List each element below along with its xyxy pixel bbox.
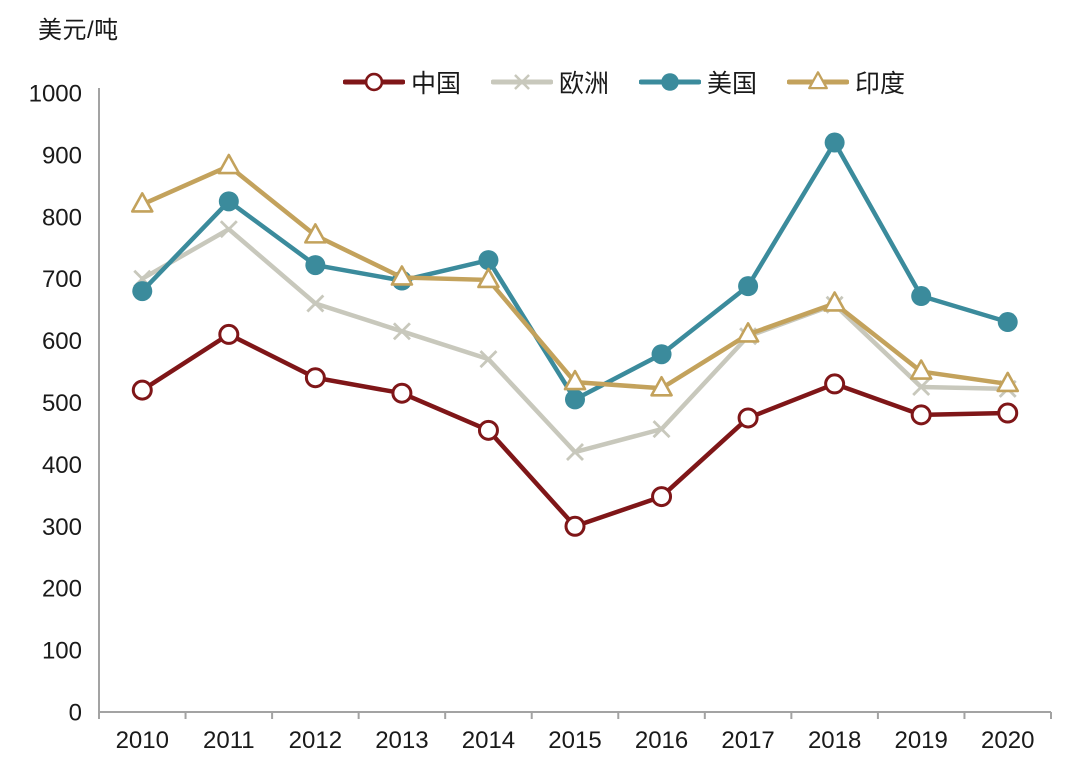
open-triangle-marker-icon xyxy=(563,369,587,391)
series-line-china xyxy=(140,332,1010,529)
legend-swatch-india xyxy=(787,71,850,90)
open-circle-marker-icon xyxy=(364,72,384,92)
filled-circle-marker-icon xyxy=(565,389,585,410)
open-triangle-marker-icon xyxy=(304,223,327,244)
series-line-europe xyxy=(140,226,1010,455)
filled-circle-marker-icon xyxy=(478,250,499,271)
open-triangle-marker-icon xyxy=(808,71,828,90)
y-tick-label: 900 xyxy=(42,142,82,169)
x-marker-icon xyxy=(392,322,411,341)
y-tick-label: 600 xyxy=(42,328,82,355)
x-tick-label: 2017 xyxy=(721,727,774,754)
filled-circle-marker-icon xyxy=(132,281,153,302)
legend-label-us: 美国 xyxy=(707,70,758,98)
x-marker-icon xyxy=(912,378,931,397)
filled-circle-marker-icon xyxy=(661,73,679,91)
legend-item-india: 印度 xyxy=(787,64,905,100)
x-marker-icon xyxy=(219,220,238,239)
open-triangle-marker-icon xyxy=(996,371,1020,393)
y-tick-label: 200 xyxy=(42,576,82,603)
chart-legend: 中国 欧洲 美国 印度 xyxy=(343,64,905,100)
open-circle-marker-icon xyxy=(477,419,499,441)
x-tick-label: 2015 xyxy=(548,727,601,754)
legend-swatch-us xyxy=(639,73,702,91)
y-tick-label: 0 xyxy=(69,700,82,727)
open-circle-marker-icon xyxy=(737,407,759,429)
x-tick-label: 2013 xyxy=(375,727,428,754)
legend-item-us: 美国 xyxy=(639,64,757,100)
y-tick-label: 500 xyxy=(42,390,82,417)
filled-circle-marker-icon xyxy=(651,344,672,365)
legend-swatch-china xyxy=(343,72,405,92)
filled-circle-marker-icon xyxy=(911,286,932,307)
filled-circle-marker-icon xyxy=(305,255,326,276)
legend-label-india: 印度 xyxy=(855,70,906,98)
x-tick-label: 2011 xyxy=(203,727,255,754)
legend-item-china: 中国 xyxy=(343,64,461,100)
legend-label-china: 中国 xyxy=(411,70,462,98)
open-triangle-marker-icon xyxy=(477,267,500,289)
open-triangle-marker-icon xyxy=(217,153,241,175)
open-triangle-marker-icon xyxy=(909,359,933,380)
x-marker-icon xyxy=(514,74,530,90)
legend-item-europe: 欧洲 xyxy=(491,64,609,100)
open-circle-marker-icon xyxy=(824,373,846,395)
open-circle-marker-icon xyxy=(218,323,240,345)
x-marker-icon xyxy=(566,443,584,462)
open-circle-marker-icon xyxy=(997,402,1019,424)
open-circle-marker-icon xyxy=(131,379,153,401)
filled-circle-marker-icon xyxy=(218,191,239,212)
legend-swatch-europe xyxy=(491,74,554,90)
open-circle-marker-icon xyxy=(564,515,586,537)
x-tick-label: 2012 xyxy=(289,727,342,754)
open-circle-marker-icon xyxy=(651,486,673,508)
open-triangle-marker-icon xyxy=(736,322,760,343)
x-tick-label: 2019 xyxy=(894,727,947,754)
open-triangle-marker-icon xyxy=(823,291,846,312)
series-line-us xyxy=(140,140,1010,402)
open-circle-marker-icon xyxy=(910,404,932,426)
open-circle-marker-icon xyxy=(304,367,326,389)
legend-label-europe: 欧洲 xyxy=(559,70,610,98)
x-tick-label: 2018 xyxy=(808,727,861,754)
x-tick-label: 2016 xyxy=(635,727,688,754)
x-marker-icon xyxy=(306,294,325,313)
open-triangle-marker-icon xyxy=(390,265,414,286)
y-tick-label: 700 xyxy=(42,266,82,293)
filled-circle-marker-icon xyxy=(997,312,1018,333)
open-triangle-marker-icon xyxy=(650,375,673,397)
x-tick-label: 2020 xyxy=(981,727,1034,754)
filled-circle-marker-icon xyxy=(738,276,759,297)
open-circle-marker-icon xyxy=(391,382,413,404)
y-tick-label: 800 xyxy=(42,204,82,231)
open-triangle-marker-icon xyxy=(130,192,154,213)
y-tick-label: 100 xyxy=(42,638,82,665)
x-marker-icon xyxy=(652,420,671,439)
x-marker-icon xyxy=(479,350,498,369)
y-tick-label: 300 xyxy=(42,514,82,541)
y-tick-label: 1000 xyxy=(29,81,82,108)
x-tick-label: 2010 xyxy=(116,727,169,754)
y-axis-unit-label: 美元/吨 xyxy=(38,17,119,44)
y-tick-label: 400 xyxy=(42,452,82,479)
x-tick-label: 2014 xyxy=(462,727,515,754)
filled-circle-marker-icon xyxy=(824,132,845,153)
